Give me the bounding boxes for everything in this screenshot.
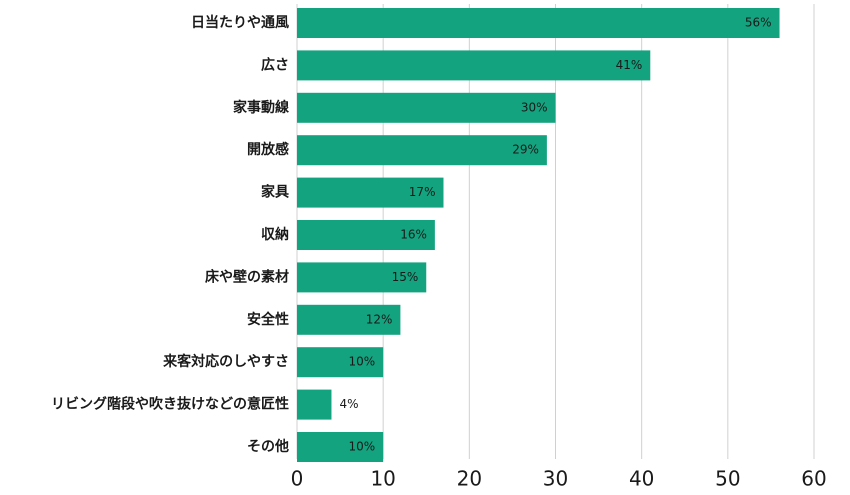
category-label: 家具	[261, 184, 289, 201]
bars	[297, 8, 780, 462]
data-label: 10%	[348, 355, 375, 369]
bar	[297, 50, 651, 81]
category-label: その他	[247, 438, 289, 455]
category-label: 来客対応のしやすさ	[162, 353, 289, 370]
data-label: 15%	[392, 270, 419, 284]
category-label: 収納	[261, 226, 289, 243]
data-label: 16%	[400, 228, 427, 242]
data-label: 12%	[366, 312, 393, 326]
bar	[297, 135, 547, 166]
data-label: 17%	[409, 185, 436, 199]
bar	[297, 92, 556, 123]
category-label: 家事動線	[233, 99, 289, 116]
data-label: 10%	[348, 440, 375, 454]
category-labels: 日当たりや通風広さ家事動線開放感家具収納床や壁の素材安全性来客対応のしやすさリビ…	[51, 14, 289, 455]
x-tick-label: 40	[629, 467, 654, 491]
bar	[297, 304, 401, 335]
bar	[297, 220, 435, 250]
bar	[297, 262, 427, 293]
data-label: 4%	[339, 397, 358, 411]
data-label: 56%	[745, 16, 772, 30]
category-label: 日当たりや通風	[191, 14, 289, 31]
x-tick-label: 60	[801, 467, 826, 491]
data-label: 29%	[512, 143, 539, 157]
bar	[297, 432, 384, 462]
data-label: 41%	[616, 58, 643, 72]
category-label: 床や壁の素材	[205, 268, 289, 285]
category-label: 広さ	[261, 56, 289, 73]
x-axis-tick-labels: 0 10 20 30 40 50 60	[291, 467, 827, 491]
x-tick-label: 20	[457, 467, 482, 491]
bar	[297, 389, 332, 420]
x-tick-label: 50	[715, 467, 740, 491]
category-label: リビング階段や吹き抜けなどの意匠性	[51, 396, 289, 413]
x-tick-label: 30	[543, 467, 568, 491]
bar	[297, 347, 384, 378]
bar	[297, 8, 780, 38]
category-label: 安全性	[247, 311, 289, 328]
x-tick-label: 10	[370, 467, 395, 491]
data-label: 30%	[521, 100, 548, 114]
data-labels: 56% 41% 30% 29% 17% 16% 15% 12% 10% 4% 10%	[339, 16, 771, 454]
bar	[297, 177, 444, 208]
category-label: 開放感	[247, 141, 289, 158]
x-tick-label: 0	[291, 467, 304, 491]
